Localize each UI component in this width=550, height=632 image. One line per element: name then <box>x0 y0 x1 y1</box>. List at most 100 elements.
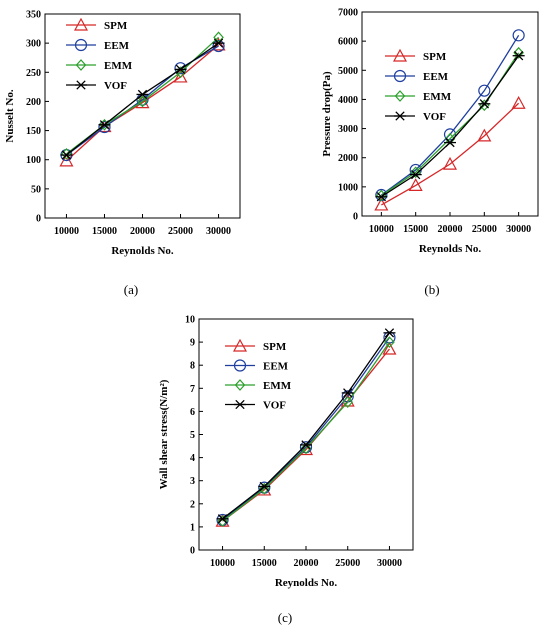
spm-marker <box>511 95 526 109</box>
spm-marker <box>382 341 397 355</box>
spm-marker <box>442 156 458 170</box>
y-tick-label: 0 <box>190 546 195 557</box>
spm-marker <box>298 442 314 456</box>
x-tick-label: 15000 <box>92 226 117 237</box>
y-tick-label: 10 <box>185 315 195 326</box>
spm-marker <box>477 128 492 142</box>
legend-eem-marker <box>233 359 247 372</box>
x-tick-label: 15000 <box>403 224 428 235</box>
spm-series-line <box>222 348 390 522</box>
y-tick-label: 150 <box>26 126 41 137</box>
y-tick-label: 4 <box>190 453 195 464</box>
legend: SPM EEM EMM VOF <box>385 48 452 123</box>
y-axis-label: Nusselt No. <box>4 89 16 142</box>
y-tick-label: 6000 <box>338 37 358 48</box>
eem-series-line <box>222 337 390 521</box>
legend-label-eem: EEM <box>423 71 449 83</box>
spm-marker <box>374 197 389 211</box>
legend-eem-marker <box>74 38 88 52</box>
x-tick-label: 25000 <box>168 226 193 237</box>
chart-b: 0 1000 2000 3000 4000 5000 6000 7000 10000 15000 2… <box>321 8 539 297</box>
legend-emm-marker <box>394 90 406 102</box>
legend-label-vof: VOF <box>104 80 127 92</box>
eem-marker <box>478 84 491 97</box>
legend-emm-marker <box>234 379 246 391</box>
eem-marker <box>512 29 525 42</box>
x-tick-label: 10000 <box>369 224 394 235</box>
y-axis-label: Wall shear stress(N/m²) <box>158 379 170 489</box>
eem-marker <box>443 128 457 141</box>
chart-c: 0 1 2 3 4 5 6 7 8 9 10 10000 15000 20000 25000 30000 Rey… <box>158 315 414 625</box>
legend-spm-marker <box>232 338 248 352</box>
vof-marker <box>409 169 422 180</box>
emm-marker <box>300 442 312 455</box>
vof-marker <box>383 328 396 338</box>
legend-label-eem: EEM <box>263 361 289 373</box>
emm-marker <box>342 396 354 409</box>
legend-vof-marker <box>394 111 406 121</box>
spm-marker <box>211 37 226 51</box>
legend-emm-marker <box>75 59 87 71</box>
chart-a: 0 50 100 150 200 250 300 350 10000 15000 20000 2500… <box>4 10 241 297</box>
spm-series-line <box>381 102 520 206</box>
y-tick-label: 350 <box>26 10 41 21</box>
spm-series-line <box>66 44 219 162</box>
eem-series-line <box>66 45 219 156</box>
vof-marker <box>375 192 388 202</box>
spm-marker <box>173 69 188 83</box>
plot-frame <box>361 11 539 217</box>
emm-marker <box>137 95 148 108</box>
x-tick-label: 30000 <box>377 558 402 569</box>
vof-marker <box>444 137 456 148</box>
emm-marker <box>384 336 395 348</box>
y-tick-label: 300 <box>26 39 41 50</box>
eem-series-line <box>380 34 520 196</box>
legend-label-emm: EMM <box>423 91 452 103</box>
x-tick-label: 30000 <box>206 226 231 237</box>
y-tick-label: 4000 <box>338 95 358 106</box>
legend-label-spm: SPM <box>104 20 128 32</box>
vof-marker <box>174 64 187 75</box>
eem-marker <box>212 39 225 53</box>
y-tick-label: 7000 <box>338 8 358 19</box>
vof-marker <box>212 38 225 48</box>
y-tick-label: 1 <box>190 522 195 533</box>
eem-marker <box>174 62 187 75</box>
y-tick-label: 6 <box>190 407 195 418</box>
emm-marker <box>513 46 524 59</box>
y-tick-label: 250 <box>26 68 41 79</box>
vof-marker <box>478 99 491 109</box>
vof-marker <box>300 440 312 450</box>
x-tick-label: 25000 <box>472 224 497 235</box>
x-tick-label: 20000 <box>438 224 463 235</box>
spm-marker <box>59 153 74 167</box>
legend-eem-marker <box>393 69 407 83</box>
y-tick-label: 0 <box>353 212 358 223</box>
y-tick-label: 3 <box>190 476 195 487</box>
y-tick-label: 7 <box>190 384 195 395</box>
legend-vof-marker <box>234 399 246 410</box>
vof-series-line <box>222 332 390 520</box>
y-tick-label: 1000 <box>338 182 358 193</box>
x-tick-label: 10000 <box>54 226 79 237</box>
y-tick-label: 2 <box>190 499 195 510</box>
emm-marker <box>410 166 421 179</box>
emm-series-line <box>380 52 520 197</box>
legend-label-vof: VOF <box>423 111 446 123</box>
legend-label-spm: SPM <box>263 341 287 353</box>
legend: SPM EEM EMM VOF <box>225 338 292 412</box>
x-tick-label: 15000 <box>252 558 277 569</box>
emm-marker <box>444 132 456 145</box>
legend-vof-marker <box>75 80 87 90</box>
panel-caption: (c) <box>278 610 292 625</box>
y-tick-label: 2000 <box>338 153 358 164</box>
y-tick-label: 50 <box>31 184 41 195</box>
x-axis-label: Reynolds No. <box>419 243 482 255</box>
y-tick-label: 100 <box>26 155 41 166</box>
vof-marker <box>60 150 73 160</box>
legend-label-eem: EEM <box>104 40 130 52</box>
vof-marker <box>216 514 229 524</box>
y-tick-label: 9 <box>190 338 195 349</box>
legend-label-emm: EMM <box>104 60 133 72</box>
